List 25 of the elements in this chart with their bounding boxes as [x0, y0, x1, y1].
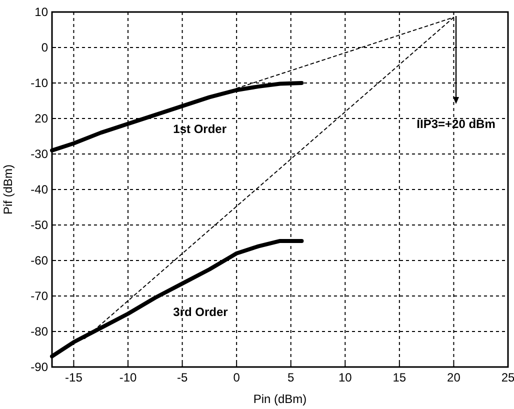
y-tick-label: -60	[30, 253, 48, 268]
y-tick-label: -40	[30, 182, 48, 196]
x-tick-label: -5	[176, 370, 188, 385]
series-label: 1st Order	[173, 122, 227, 136]
y-tick-label: -10	[30, 76, 48, 90]
x-tick-label: 10	[338, 370, 352, 385]
x-tick-label: 25	[501, 370, 514, 385]
x-tick-label: 5	[288, 370, 295, 385]
x-tick-label: 20	[447, 370, 461, 385]
y-tick-label: 0	[41, 40, 48, 54]
x-tick-label: 0	[233, 370, 240, 385]
y-tick-label: 10	[34, 4, 48, 19]
y-tick-label: -70	[30, 288, 48, 303]
y-tick-label: -90	[30, 360, 48, 374]
y-axis-title: Pif (dBm)	[1, 164, 15, 215]
series-label: 3rd Order	[173, 304, 228, 319]
x-tick-label: -15	[65, 370, 83, 385]
x-tick-label: -10	[119, 370, 137, 385]
x-axis-title: Pin (dBm)	[253, 392, 307, 406]
annotation: IIP3=+20 dBm	[416, 117, 496, 131]
y-tick-label: -50	[30, 218, 48, 232]
y-tick-label: -80	[30, 324, 48, 338]
y-tick-label: 20	[34, 111, 48, 126]
y-tick-label: -30	[30, 146, 48, 161]
x-tick-label: 15	[392, 370, 406, 385]
